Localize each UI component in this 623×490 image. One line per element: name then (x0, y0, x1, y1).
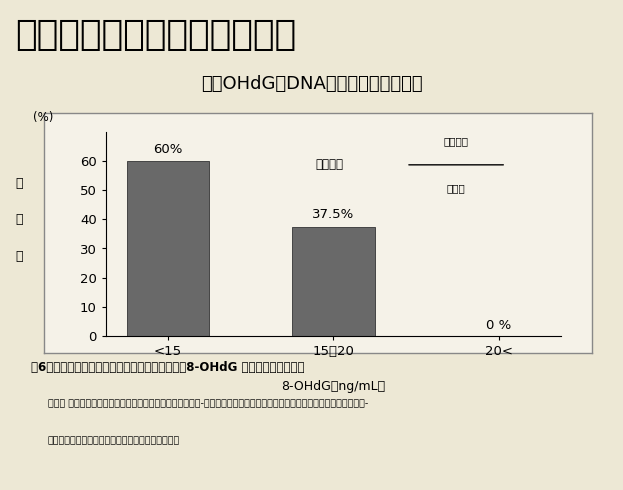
Text: 37.5%: 37.5% (312, 208, 354, 221)
Text: 60%: 60% (153, 143, 183, 156)
Bar (292, 227, 374, 336)
Text: 採卵数: 採卵数 (447, 183, 465, 193)
Text: 囶6．　体外受精胚移植患者における卵胞液中の8-OHdG 濃度と受精率の関係: 囶6． 体外受精胚移植患者における卵胞液中の8-OHdG 濃度と受精率の関係 (31, 361, 304, 374)
Text: 率: 率 (16, 250, 23, 263)
Text: 受精率＝: 受精率＝ (315, 158, 343, 172)
Bar (126, 161, 209, 336)
Text: (%): (%) (33, 111, 54, 124)
Text: ８－OHdG：DNAの酸化損傷マーカー: ８－OHdG：DNAの酸化損傷マーカー (201, 75, 422, 93)
Text: 卵胞液内の「酸化」と受精率: 卵胞液内の「酸化」と受精率 (16, 18, 297, 52)
Text: 山口大学大学院医学系研究科産科婦人科学講座」: 山口大学大学院医学系研究科産科婦人科学講座」 (48, 437, 180, 445)
Text: 8-OHdG（ng/mL）: 8-OHdG（ng/mL） (281, 380, 386, 393)
Text: 「田村 博史ら：排卵過程におけるメラトニンの防御的役割-メラトニンは卵胞内で卵と題粒膜細胞を酸化ストレスから護る-: 「田村 博史ら：排卵過程におけるメラトニンの防御的役割-メラトニンは卵胞内で卵と… (48, 399, 368, 409)
Text: 受精卵数: 受精卵数 (444, 137, 468, 147)
Text: 精: 精 (16, 213, 23, 226)
Text: 受: 受 (16, 176, 23, 190)
Text: 0 %: 0 % (486, 319, 511, 332)
